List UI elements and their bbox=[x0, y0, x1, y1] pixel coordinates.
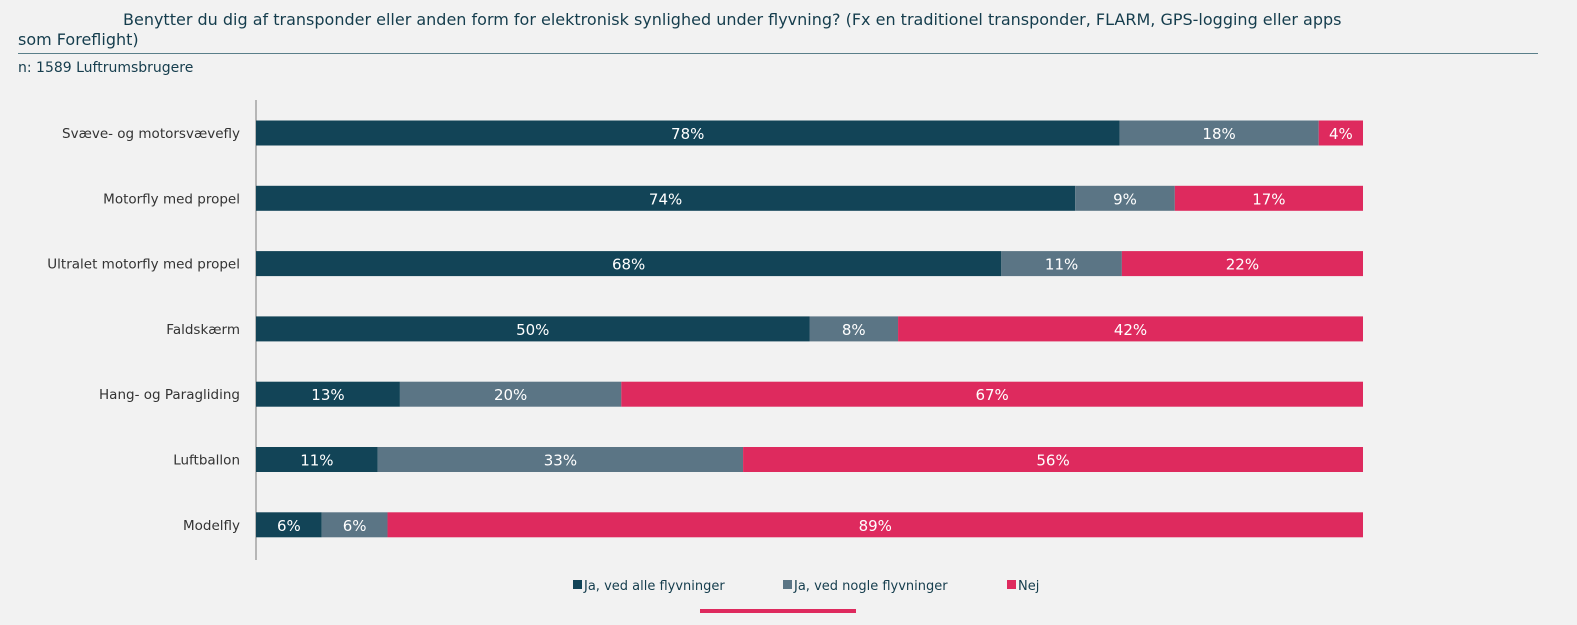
bar-segment bbox=[387, 512, 1363, 538]
category-label: Modelfly bbox=[183, 518, 240, 534]
bar-segment bbox=[1119, 120, 1319, 146]
bar-segment bbox=[256, 512, 322, 538]
category-label: Faldskærm bbox=[166, 322, 240, 338]
data-label: 67% bbox=[975, 386, 1008, 404]
data-label: 11% bbox=[1045, 256, 1078, 274]
data-label: 56% bbox=[1036, 452, 1069, 470]
data-label: 42% bbox=[1114, 321, 1147, 339]
chart-header: Benytter du dig af transponder eller and… bbox=[18, 10, 1538, 50]
data-label: 18% bbox=[1202, 125, 1235, 143]
bar-segment bbox=[256, 316, 810, 342]
title-divider bbox=[18, 53, 1538, 54]
legend-swatch bbox=[783, 580, 792, 589]
category-label: Ultralet motorfly med propel bbox=[47, 257, 240, 273]
data-label: 9% bbox=[1113, 190, 1137, 208]
bar-segment bbox=[377, 447, 744, 472]
category-label: Luftballon bbox=[173, 453, 240, 469]
bar-segment bbox=[1318, 120, 1363, 146]
data-label: 74% bbox=[649, 190, 682, 208]
bar-segment bbox=[1075, 185, 1175, 211]
accent-underline bbox=[700, 609, 856, 613]
bar-segment bbox=[743, 447, 1363, 472]
bar-segment bbox=[1121, 251, 1363, 277]
data-label: 89% bbox=[859, 517, 892, 535]
bar-segment bbox=[256, 447, 378, 472]
data-label: 6% bbox=[343, 517, 367, 535]
category-label: Hang- og Paragliding bbox=[99, 387, 240, 403]
data-label: 17% bbox=[1252, 190, 1285, 208]
legend-swatch bbox=[573, 580, 582, 589]
bar-segment bbox=[256, 251, 1002, 277]
category-label: Svæve- og motorsvævefly bbox=[62, 126, 240, 142]
bar-segment bbox=[256, 185, 1076, 211]
legend-label: Ja, ved alle flyvninger bbox=[583, 579, 725, 594]
data-label: 33% bbox=[544, 452, 577, 470]
bar-segment bbox=[256, 381, 400, 407]
bar-segment bbox=[621, 381, 1363, 407]
data-label: 50% bbox=[516, 321, 549, 339]
data-label: 78% bbox=[671, 125, 704, 143]
bar-segment bbox=[1174, 185, 1363, 211]
data-label: 13% bbox=[311, 386, 344, 404]
chart-title-line-1: Benytter du dig af transponder eller and… bbox=[123, 10, 1342, 29]
data-label: 68% bbox=[612, 256, 645, 274]
chart-title-line-2: som Foreflight) bbox=[18, 30, 139, 49]
data-label: 6% bbox=[277, 517, 301, 535]
bar-segment bbox=[256, 120, 1120, 146]
bar-segment bbox=[898, 316, 1363, 342]
data-label: 22% bbox=[1226, 256, 1259, 274]
bar-segment bbox=[321, 512, 388, 538]
bar-segment bbox=[809, 316, 899, 342]
data-label: 8% bbox=[842, 321, 866, 339]
category-label: Motorfly med propel bbox=[103, 191, 240, 207]
sample-size-label: n: 1589 Luftrumsbrugere bbox=[18, 60, 194, 76]
data-label: 4% bbox=[1329, 125, 1353, 143]
legend-swatch bbox=[1007, 580, 1016, 589]
legend-label: Nej bbox=[1018, 579, 1039, 594]
data-label: 11% bbox=[300, 452, 333, 470]
data-label: 20% bbox=[494, 386, 527, 404]
bar-segment bbox=[399, 381, 622, 407]
legend-label: Ja, ved nogle flyvninger bbox=[793, 579, 948, 594]
bar-segment bbox=[1001, 251, 1122, 277]
